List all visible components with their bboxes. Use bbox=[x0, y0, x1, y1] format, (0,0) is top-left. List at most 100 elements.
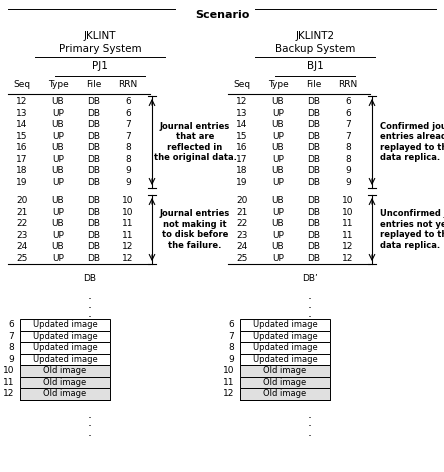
Text: Seq: Seq bbox=[13, 80, 31, 89]
Text: DB’: DB’ bbox=[302, 274, 318, 283]
Text: 11: 11 bbox=[122, 231, 134, 240]
Text: UB: UB bbox=[52, 97, 64, 106]
Text: Type: Type bbox=[268, 80, 288, 89]
Text: DB: DB bbox=[308, 196, 321, 205]
Text: Old image: Old image bbox=[44, 366, 87, 375]
Bar bbox=[240, 377, 330, 388]
Text: 12: 12 bbox=[342, 254, 354, 263]
Text: Updated image: Updated image bbox=[32, 355, 97, 364]
Text: DB: DB bbox=[87, 208, 100, 217]
Bar bbox=[20, 319, 110, 330]
Text: UB: UB bbox=[272, 219, 284, 228]
Text: 9: 9 bbox=[345, 166, 351, 175]
Text: 10: 10 bbox=[342, 208, 354, 217]
Text: Primary System: Primary System bbox=[59, 44, 141, 54]
Text: UB: UB bbox=[272, 242, 284, 251]
Text: 13: 13 bbox=[16, 109, 28, 118]
Text: DB: DB bbox=[308, 155, 321, 164]
Text: UB: UB bbox=[52, 143, 64, 152]
Text: UB: UB bbox=[52, 219, 64, 228]
Text: Updated image: Updated image bbox=[32, 332, 97, 341]
Text: .: . bbox=[88, 407, 92, 421]
Text: DB: DB bbox=[308, 132, 321, 141]
Text: DB: DB bbox=[308, 208, 321, 217]
Text: .: . bbox=[88, 289, 92, 302]
Text: 7: 7 bbox=[8, 332, 14, 341]
Text: 8: 8 bbox=[125, 143, 131, 152]
Bar bbox=[240, 319, 330, 330]
Text: UB: UB bbox=[272, 120, 284, 129]
Bar bbox=[20, 377, 110, 388]
Bar bbox=[20, 354, 110, 365]
Text: DB: DB bbox=[87, 132, 100, 141]
Text: 25: 25 bbox=[236, 254, 248, 263]
Text: Updated image: Updated image bbox=[253, 355, 317, 364]
Text: File: File bbox=[86, 80, 102, 89]
Text: 25: 25 bbox=[16, 254, 28, 263]
Text: DB: DB bbox=[87, 166, 100, 175]
Text: Old image: Old image bbox=[263, 389, 307, 398]
Text: 10: 10 bbox=[122, 196, 134, 205]
Text: 13: 13 bbox=[236, 109, 248, 118]
Text: .: . bbox=[308, 407, 312, 421]
Text: .: . bbox=[88, 416, 92, 430]
Text: UP: UP bbox=[52, 208, 64, 217]
Bar bbox=[20, 388, 110, 399]
Text: Updated image: Updated image bbox=[253, 320, 317, 329]
Text: 11: 11 bbox=[342, 219, 354, 228]
Bar bbox=[20, 330, 110, 342]
Text: .: . bbox=[308, 289, 312, 302]
Text: 7: 7 bbox=[345, 120, 351, 129]
Text: .: . bbox=[88, 298, 92, 311]
Text: 16: 16 bbox=[16, 143, 28, 152]
Text: DB: DB bbox=[87, 178, 100, 187]
Text: 7: 7 bbox=[125, 132, 131, 141]
Text: Confirmed journal
entries already
replayed to the
data replica.: Confirmed journal entries already replay… bbox=[380, 122, 444, 162]
Text: DB: DB bbox=[308, 231, 321, 240]
Text: 14: 14 bbox=[236, 120, 248, 129]
Bar bbox=[20, 342, 110, 354]
Text: UB: UB bbox=[272, 166, 284, 175]
Text: DB: DB bbox=[87, 219, 100, 228]
Text: 10: 10 bbox=[342, 196, 354, 205]
Text: UB: UB bbox=[52, 196, 64, 205]
Text: PJ1: PJ1 bbox=[92, 61, 108, 71]
Text: 8: 8 bbox=[345, 155, 351, 164]
Text: 24: 24 bbox=[16, 242, 28, 251]
Text: 9: 9 bbox=[228, 355, 234, 364]
Text: Updated image: Updated image bbox=[32, 320, 97, 329]
Text: 9: 9 bbox=[125, 166, 131, 175]
Text: BJ1: BJ1 bbox=[307, 61, 323, 71]
Text: Seq: Seq bbox=[234, 80, 250, 89]
Text: 8: 8 bbox=[345, 143, 351, 152]
Text: .: . bbox=[308, 416, 312, 430]
Text: UP: UP bbox=[52, 132, 64, 141]
Text: 9: 9 bbox=[125, 178, 131, 187]
Text: 10: 10 bbox=[222, 366, 234, 375]
Text: DB: DB bbox=[87, 254, 100, 263]
Text: Type: Type bbox=[48, 80, 68, 89]
Text: Journal entries
that are
reflected in
the original data.: Journal entries that are reflected in th… bbox=[154, 122, 237, 162]
Text: UP: UP bbox=[272, 208, 284, 217]
Text: 12: 12 bbox=[236, 97, 248, 106]
Text: UP: UP bbox=[272, 178, 284, 187]
Text: .: . bbox=[308, 425, 312, 438]
Text: .: . bbox=[88, 425, 92, 438]
Text: 17: 17 bbox=[236, 155, 248, 164]
Text: JKLINT2: JKLINT2 bbox=[295, 31, 335, 41]
Text: 16: 16 bbox=[236, 143, 248, 152]
Text: 9: 9 bbox=[345, 178, 351, 187]
Text: Unconfirmed journal
entries not yet
replayed to the
data replica.: Unconfirmed journal entries not yet repl… bbox=[380, 210, 444, 250]
Text: DB: DB bbox=[308, 166, 321, 175]
Text: UB: UB bbox=[52, 120, 64, 129]
Text: .: . bbox=[308, 298, 312, 311]
Text: UB: UB bbox=[272, 196, 284, 205]
Text: 22: 22 bbox=[16, 219, 28, 228]
Text: RRN: RRN bbox=[338, 80, 357, 89]
Text: DB: DB bbox=[308, 143, 321, 152]
Text: 20: 20 bbox=[236, 196, 248, 205]
Text: UP: UP bbox=[52, 231, 64, 240]
Text: UP: UP bbox=[272, 155, 284, 164]
Bar bbox=[20, 365, 110, 377]
Text: 18: 18 bbox=[16, 166, 28, 175]
